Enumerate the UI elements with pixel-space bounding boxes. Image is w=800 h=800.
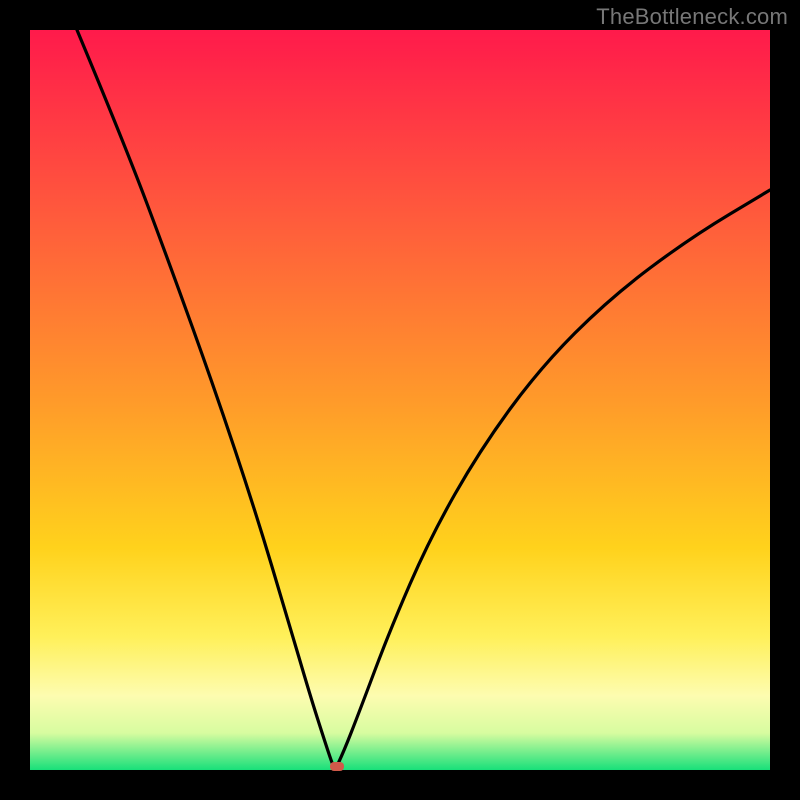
- curve-path: [77, 30, 770, 770]
- optimum-marker: [330, 762, 344, 771]
- watermark-text: TheBottleneck.com: [596, 4, 788, 30]
- bottleneck-curve: [30, 30, 770, 770]
- chart-container: TheBottleneck.com: [0, 0, 800, 800]
